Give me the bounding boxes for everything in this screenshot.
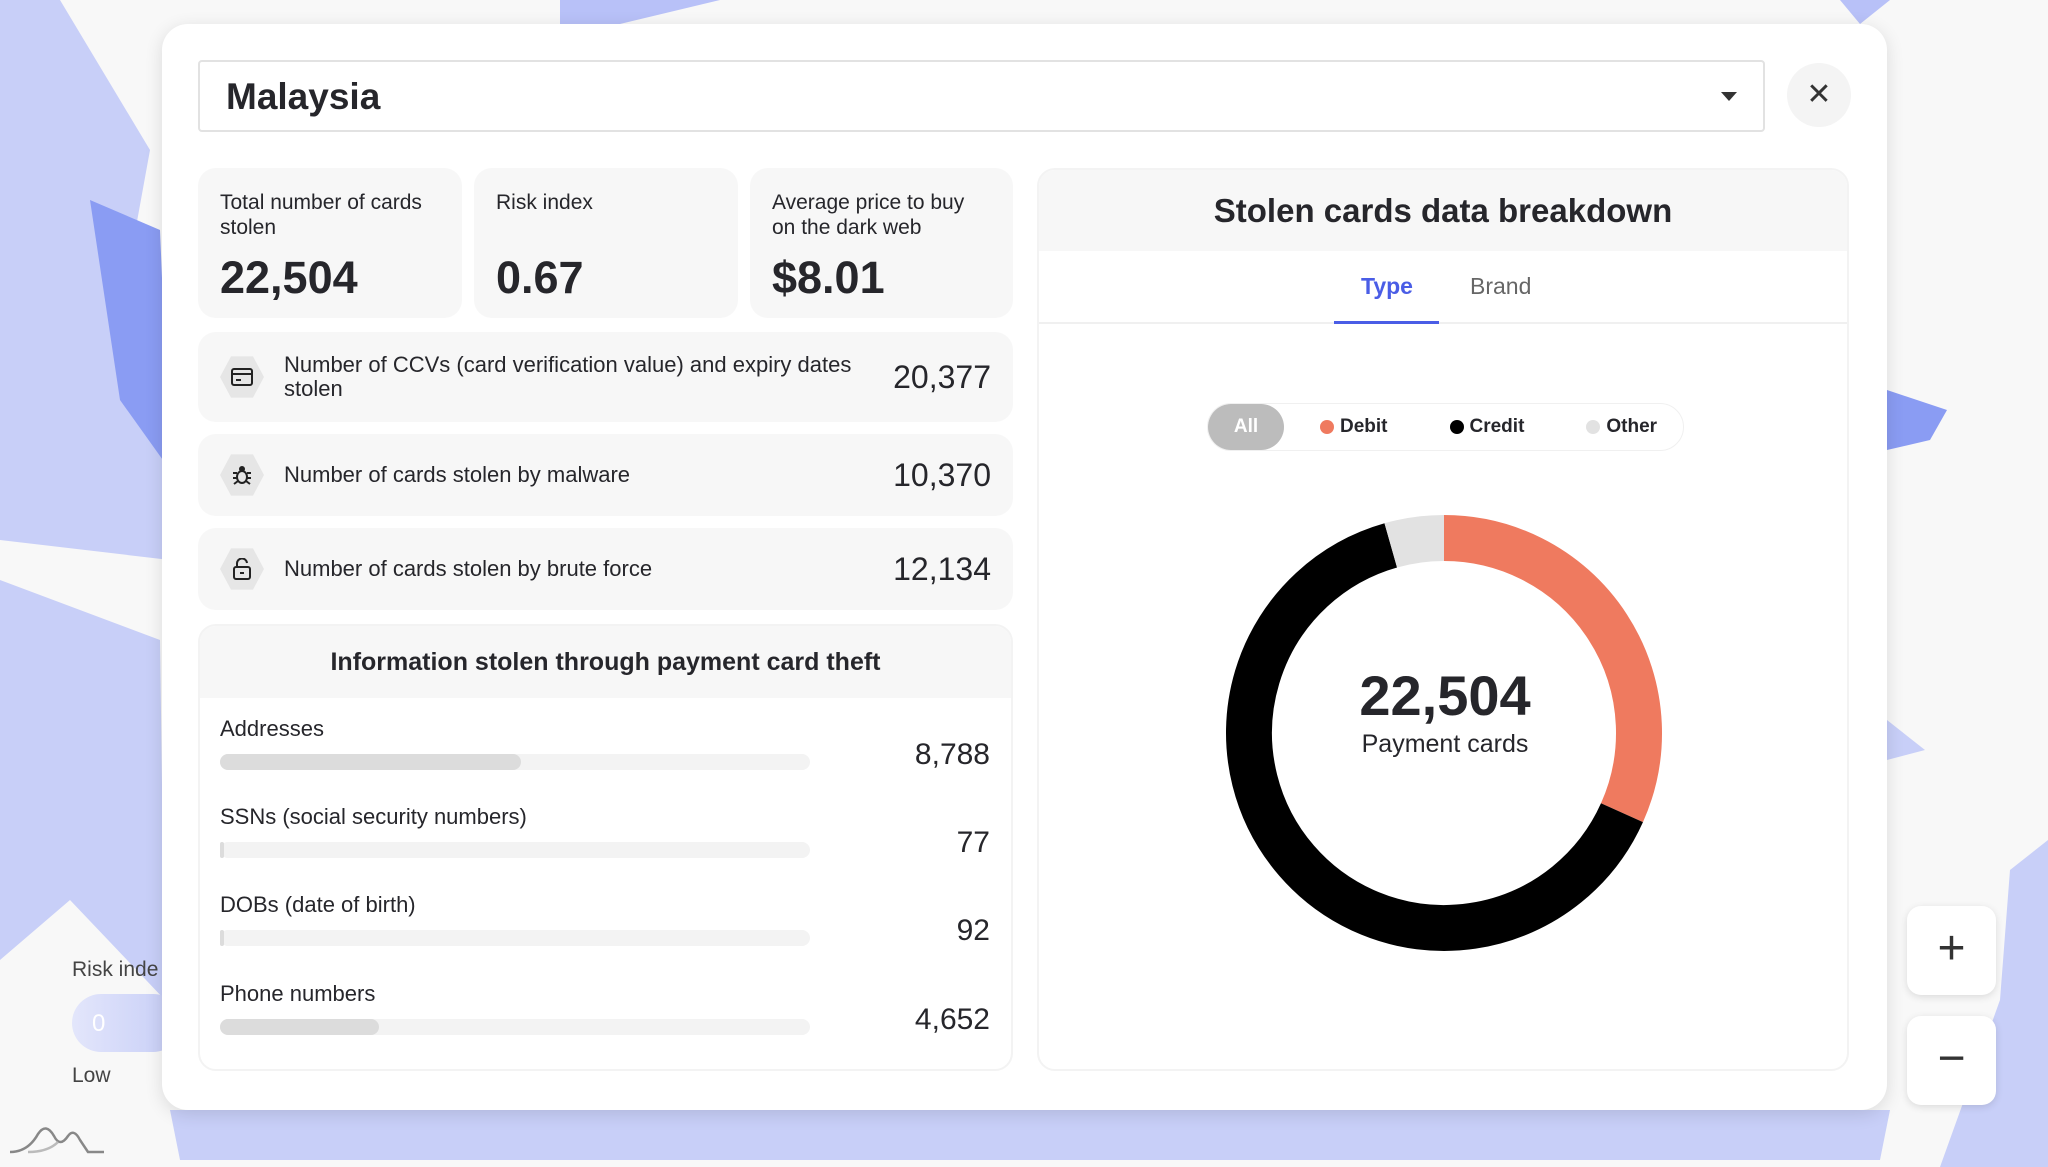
filter-label: Other xyxy=(1606,416,1658,437)
filter-other[interactable]: Other xyxy=(1586,416,1657,438)
filter-debit[interactable]: Debit xyxy=(1320,416,1388,438)
active-tab-indicator xyxy=(1334,321,1439,324)
progress-fill xyxy=(220,930,224,946)
donut-chart xyxy=(1226,515,1662,951)
progress-fill xyxy=(220,754,521,770)
close-button[interactable]: ✕ xyxy=(1787,63,1851,127)
progress-fill xyxy=(220,842,224,858)
donut-total: 22,504 xyxy=(1359,664,1531,727)
item-value: 4,652 xyxy=(914,1003,990,1036)
stat-value: 0.67 xyxy=(496,252,584,303)
info-item-dobs: DOBs (date of birth) 92 xyxy=(220,892,990,947)
progress-fill xyxy=(220,1019,380,1035)
country-value: Malaysia xyxy=(226,76,381,117)
tab-type[interactable]: Type xyxy=(1361,273,1413,299)
filter-label: Credit xyxy=(1469,416,1525,437)
stat-value: 22,504 xyxy=(220,252,358,303)
item-label: SSNs (social security numbers) xyxy=(220,804,527,829)
item-label: Phone numbers xyxy=(220,981,376,1006)
stat-label: Risk index xyxy=(496,191,593,214)
info-item-ssns: SSNs (social security numbers) 77 xyxy=(220,804,990,859)
section-title: Information stolen through payment card … xyxy=(200,626,1011,698)
type-filter: All Debit Credit Other xyxy=(1207,403,1684,451)
stat-value: $8.01 xyxy=(772,252,885,303)
breakdown-panel: Stolen cards data breakdown Type Brand A… xyxy=(1037,168,1849,1071)
row-malware: Number of cards stolen by malware 10,370 xyxy=(198,434,1013,516)
row-label: Number of cards stolen by brute force xyxy=(284,556,653,581)
minus-icon: − xyxy=(1937,1032,1966,1085)
stat-label: Average price to buy on the dark web xyxy=(772,191,965,239)
risk-index-legend: Risk inde 0 Low xyxy=(72,958,182,1087)
country-panel: Malaysia ✕ Total number of cards stolen 2… xyxy=(162,24,1887,1110)
zoom-in-button[interactable]: + xyxy=(1907,906,1996,995)
item-label: DOBs (date of birth) xyxy=(220,892,416,917)
item-label: Addresses xyxy=(220,716,324,741)
stat-average-price: Average price to buy on the dark web $8.0… xyxy=(750,168,1013,318)
row-value: 12,134 xyxy=(893,550,991,587)
breakdown-tabs: Type Brand xyxy=(1039,251,1847,324)
progress-track xyxy=(220,842,810,858)
other-dot-icon xyxy=(1586,420,1601,434)
donut-slice-debit[interactable] xyxy=(1443,515,1662,823)
unlock-icon xyxy=(220,548,264,590)
progress-track xyxy=(220,754,810,770)
plus-icon: + xyxy=(1937,922,1966,975)
row-label: Number of CCVs (card verification value)… xyxy=(284,352,852,401)
country-select[interactable]: Malaysia xyxy=(198,60,1765,132)
credit-card-icon xyxy=(220,356,264,398)
debit-dot-icon xyxy=(1320,420,1334,434)
legend-title: Risk inde xyxy=(72,958,159,981)
filter-all[interactable]: All xyxy=(1208,404,1284,450)
filter-credit[interactable]: Credit xyxy=(1449,416,1525,438)
donut-total-label: Payment cards xyxy=(1361,730,1529,758)
legend-low-label: Low xyxy=(72,1064,111,1087)
filter-label: Debit xyxy=(1340,416,1388,437)
donut-slice-credit[interactable] xyxy=(1226,523,1643,951)
close-icon: ✕ xyxy=(1806,78,1832,111)
donut-slice-other[interactable] xyxy=(1384,515,1445,568)
item-value: 77 xyxy=(956,826,990,859)
row-brute-force: Number of cards stolen by brute force 12,… xyxy=(198,528,1013,610)
info-item-addresses: Addresses 8,788 xyxy=(220,716,990,771)
zoom-out-button[interactable]: − xyxy=(1907,1016,1996,1105)
row-ccvs: Number of CCVs (card verification value)… xyxy=(198,332,1013,422)
breakdown-title: Stolen cards data breakdown xyxy=(1039,170,1847,251)
info-item-phone-numbers: Phone numbers 4,652 xyxy=(220,981,990,1036)
logo-icon xyxy=(9,1127,104,1154)
progress-track xyxy=(220,1019,810,1035)
bug-icon xyxy=(220,454,264,496)
stat-total-cards: Total number of cards stolen 22,504 xyxy=(198,168,462,318)
row-value: 10,370 xyxy=(893,456,991,493)
row-label: Number of cards stolen by malware xyxy=(284,462,631,487)
stat-risk-index: Risk index 0.67 xyxy=(474,168,738,318)
credit-dot-icon xyxy=(1449,420,1464,434)
item-value: 92 xyxy=(956,914,990,947)
stat-label: Total number of cards stolen xyxy=(220,191,422,239)
chevron-down-icon xyxy=(1721,92,1737,101)
tab-brand[interactable]: Brand xyxy=(1470,273,1532,299)
item-value: 8,788 xyxy=(914,738,990,771)
info-stolen-section: Information stolen through payment card … xyxy=(198,624,1013,1071)
progress-track xyxy=(220,930,810,946)
row-value: 20,377 xyxy=(893,358,991,395)
